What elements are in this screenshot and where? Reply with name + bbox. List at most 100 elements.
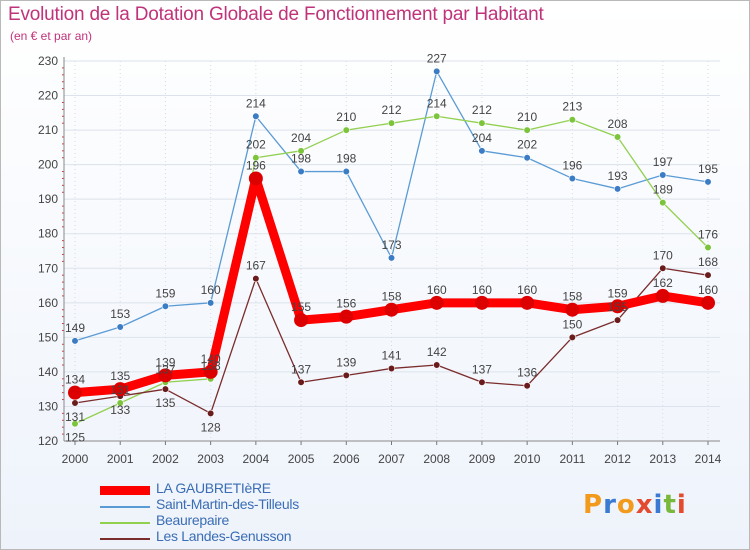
- data-point-beaurepaire: [297, 147, 305, 155]
- data-label-saint-martin-des-tilleuls: 173: [381, 238, 401, 252]
- y-minor-tick: [62, 288, 64, 290]
- x-tick-label: 2006: [333, 452, 360, 466]
- data-label-les-landes-genusson: 139: [336, 355, 356, 369]
- data-label-beaurepaire: 204: [291, 131, 311, 145]
- y-minor-tick: [62, 122, 64, 124]
- data-point-saint-martin-des-tilleuls: [116, 323, 124, 331]
- y-minor-tick: [62, 350, 64, 352]
- data-point-les-landes-genusson: [523, 382, 531, 390]
- data-label-beaurepaire: 208: [608, 117, 628, 131]
- data-label-les-landes-genusson: 170: [653, 248, 673, 262]
- data-label-la-gaubretiere: 135: [110, 369, 130, 383]
- y-tick-label: 190: [38, 192, 58, 206]
- data-point-saint-martin-des-tilleuls: [478, 147, 486, 155]
- y-minor-tick: [62, 184, 64, 186]
- y-minor-tick: [62, 364, 64, 366]
- data-point-les-landes-genusson: [342, 371, 350, 379]
- data-label-la-gaubretiere: 162: [653, 276, 673, 290]
- data-point-les-landes-genusson: [704, 271, 712, 279]
- y-minor-tick: [62, 101, 64, 103]
- x-tick-label: 2002: [152, 452, 179, 466]
- y-minor-tick: [62, 295, 64, 297]
- y-tick-label: 140: [38, 365, 58, 379]
- data-label-les-landes-genusson: 137: [472, 362, 492, 376]
- y-tick-label: 200: [38, 158, 58, 172]
- data-label-la-gaubretiere: 159: [608, 286, 628, 300]
- data-label-les-landes-genusson: 128: [201, 420, 221, 434]
- data-point-saint-martin-des-tilleuls: [568, 174, 576, 183]
- data-point-la-gaubretiere: [248, 171, 263, 186]
- y-minor-tick: [62, 81, 64, 83]
- data-point-saint-martin-des-tilleuls: [297, 167, 305, 176]
- data-label-saint-martin-des-tilleuls: 197: [653, 155, 673, 169]
- y-minor-tick: [62, 392, 64, 394]
- data-point-saint-martin-des-tilleuls: [342, 167, 350, 176]
- y-minor-tick: [62, 412, 64, 414]
- y-minor-tick: [62, 323, 64, 325]
- y-minor-tick: [62, 419, 64, 421]
- data-label-les-landes-genusson: 167: [246, 259, 266, 273]
- data-point-beaurepaire: [613, 133, 622, 141]
- x-tick-label: 2007: [378, 452, 405, 466]
- data-label-la-gaubretiere: 139: [155, 355, 175, 369]
- data-label-saint-martin-des-tilleuls: 196: [562, 158, 582, 172]
- y-minor-tick: [62, 260, 64, 262]
- data-point-beaurepaire: [478, 119, 486, 127]
- data-label-les-landes-genusson: 155: [608, 300, 628, 314]
- data-point-les-landes-genusson: [433, 361, 441, 369]
- data-label-beaurepaire: 212: [381, 103, 401, 117]
- data-point-beaurepaire: [252, 154, 260, 162]
- data-point-beaurepaire: [387, 119, 396, 127]
- data-point-la-gaubretiere: [113, 382, 128, 397]
- y-tick-label: 130: [38, 399, 58, 413]
- y-minor-tick: [62, 191, 64, 193]
- data-point-les-landes-genusson: [613, 316, 622, 324]
- data-point-la-gaubretiere: [474, 295, 489, 310]
- data-label-les-landes-genusson: 137: [291, 362, 311, 376]
- data-label-saint-martin-des-tilleuls: 153: [110, 307, 130, 321]
- data-label-les-landes-genusson: 141: [381, 348, 401, 362]
- data-label-beaurepaire: 137: [155, 362, 175, 376]
- x-tick-label: 2010: [514, 452, 541, 466]
- data-label-saint-martin-des-tilleuls: 227: [427, 51, 447, 65]
- chart-title: Evolution de la Dotation Globale de Fonc…: [8, 4, 544, 25]
- data-point-saint-martin-des-tilleuls: [207, 299, 215, 307]
- y-minor-tick: [62, 378, 64, 380]
- y-tick-label: 120: [38, 434, 58, 448]
- y-minor-tick: [62, 136, 64, 138]
- y-minor-tick: [62, 343, 64, 345]
- legend-swatch-les-landes-genusson: [100, 538, 150, 540]
- legend-label-saint-martin-des-tilleuls: Saint-Martin-des-Tilleuls: [156, 496, 299, 512]
- data-label-la-gaubretiere: 140: [201, 352, 221, 366]
- data-point-les-landes-genusson: [478, 378, 486, 386]
- y-minor-tick: [62, 74, 64, 76]
- data-label-la-gaubretiere: 160: [517, 283, 537, 297]
- data-point-la-gaubretiere: [520, 295, 535, 310]
- data-label-saint-martin-des-tilleuls: 160: [201, 283, 221, 297]
- data-point-beaurepaire: [568, 116, 576, 124]
- y-tick-label: 160: [38, 296, 58, 310]
- data-label-la-gaubretiere: 160: [427, 283, 447, 297]
- x-tick-label: 2004: [243, 452, 270, 466]
- data-point-beaurepaire: [342, 126, 350, 134]
- data-label-la-gaubretiere: 134: [65, 373, 85, 387]
- y-minor-tick: [62, 385, 64, 387]
- data-point-la-gaubretiere: [610, 299, 625, 314]
- y-minor-tick: [62, 226, 64, 228]
- data-point-les-landes-genusson: [297, 378, 305, 386]
- data-label-les-landes-genusson: 135: [155, 396, 175, 410]
- data-point-saint-martin-des-tilleuls: [659, 171, 667, 179]
- legend-label-beaurepaire: Beaurepaire: [156, 512, 229, 528]
- data-point-les-landes-genusson: [659, 264, 667, 272]
- data-point-beaurepaire: [523, 126, 531, 134]
- y-minor-tick: [62, 316, 64, 318]
- y-minor-tick: [62, 274, 64, 276]
- x-tick-label: 2001: [107, 452, 134, 466]
- data-point-les-landes-genusson: [71, 399, 79, 407]
- y-minor-tick: [62, 426, 64, 428]
- x-tick-label: 2005: [288, 452, 315, 466]
- data-label-beaurepaire: 210: [517, 110, 537, 124]
- y-minor-tick: [62, 309, 64, 311]
- x-tick-label: 2014: [695, 452, 722, 466]
